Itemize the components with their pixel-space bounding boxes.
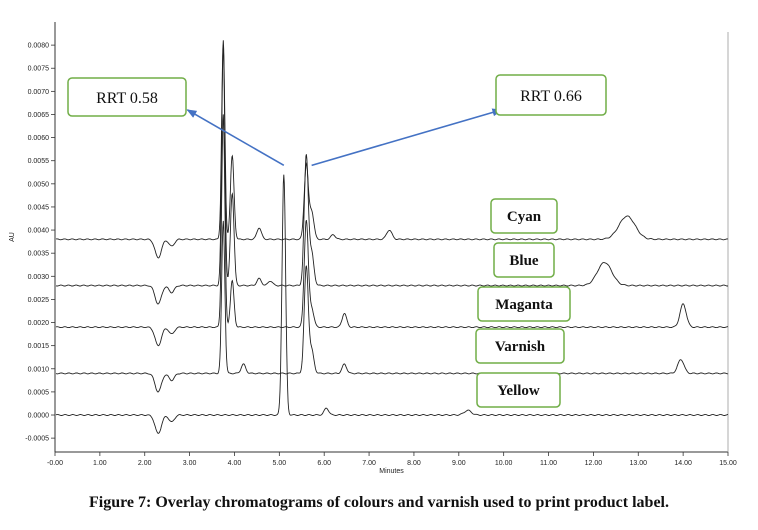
series-label-box: [490, 198, 558, 234]
x-tick-label: 14.00: [674, 460, 692, 467]
x-tick-label: 12.00: [585, 460, 603, 467]
y-tick-label: 0.0025: [28, 297, 50, 304]
x-tick-label: 3.00: [183, 460, 197, 467]
x-tick-label: 8.00: [407, 460, 421, 467]
y-tick-label: 0.0040: [28, 228, 50, 235]
x-tick-label: 7.00: [362, 460, 376, 467]
annotations: RRT 0.58 RRT 0.66: [67, 74, 607, 167]
series-label: Maganta: [495, 297, 553, 313]
figure-caption: Figure 7: Overlay chromatograms of colou…: [89, 494, 669, 511]
rrt-label-box: [67, 77, 187, 117]
y-tick-label: 0.0020: [28, 320, 50, 327]
x-tick-label: -0.00: [47, 460, 63, 467]
y-tick-label: 0.0005: [28, 389, 50, 396]
y-tick-label: 0.0045: [28, 204, 50, 211]
series-labels: Cyan Blue Maganta Varnish Yellow: [475, 198, 571, 408]
series-label-box: [477, 286, 571, 322]
y-tick-label: 0.0000: [28, 413, 50, 420]
series-line-varnish: [55, 220, 729, 393]
series-line-yellow: [55, 174, 729, 434]
rrt-label-box: [495, 74, 607, 116]
x-tick-label: 5.00: [273, 460, 287, 467]
x-tick-label: 11.00: [540, 460, 557, 467]
y-tick-label: 0.0030: [28, 274, 50, 281]
y-tick-label: 0.0015: [28, 343, 50, 350]
y-tick-label: 0.0070: [28, 89, 50, 96]
y-tick-label: 0.0055: [28, 158, 50, 165]
rrt-label: RRT 0.66: [520, 88, 582, 105]
series-label: Cyan: [507, 209, 542, 225]
series-line-blue: [55, 45, 728, 305]
x-tick-label: 1.00: [93, 460, 107, 467]
y-tick-label: 0.0075: [28, 66, 50, 73]
series-line-maganta: [55, 114, 728, 347]
chromatogram-chart: -0.0005 0.0000 0.0005 0.0010 0.0015 0.0020 0.0…: [9, 22, 737, 475]
series-label-box: [475, 328, 565, 364]
y-tick-label: 0.0080: [28, 43, 50, 50]
y-tick-label: 0.0060: [28, 135, 50, 142]
x-tick-label: 13.00: [630, 460, 648, 467]
x-tick-label: 10.00: [495, 460, 513, 467]
series-label: Yellow: [497, 383, 540, 399]
y-axis-title: AU: [9, 232, 16, 242]
series-lines: [55, 40, 729, 434]
y-tick-label: -0.0005: [25, 436, 49, 443]
rrt-arrow: [186, 109, 285, 167]
x-tick-label: 15.00: [719, 460, 737, 467]
rrt-label: RRT 0.58: [96, 90, 158, 107]
series-label: Varnish: [495, 339, 546, 355]
x-tick-label: 9.00: [452, 460, 466, 467]
x-tick-label: 2.00: [138, 460, 152, 467]
series-line-cyan: [55, 40, 728, 259]
axes: -0.0005 0.0000 0.0005 0.0010 0.0015 0.0020 0.0…: [9, 22, 737, 475]
series-label-box: [493, 242, 555, 278]
y-tick-label: 0.0010: [28, 366, 50, 373]
y-tick-label: 0.0065: [28, 112, 50, 119]
y-tick-label: 0.0035: [28, 251, 50, 258]
y-tick-label: 0.0050: [28, 181, 50, 188]
x-tick-label: 6.00: [317, 460, 331, 467]
rrt-arrow: [311, 108, 503, 167]
x-axis-title: Minutes: [379, 468, 404, 475]
series-label-box: [476, 372, 561, 408]
series-label: Blue: [509, 253, 539, 269]
x-tick-label: 4.00: [228, 460, 242, 467]
